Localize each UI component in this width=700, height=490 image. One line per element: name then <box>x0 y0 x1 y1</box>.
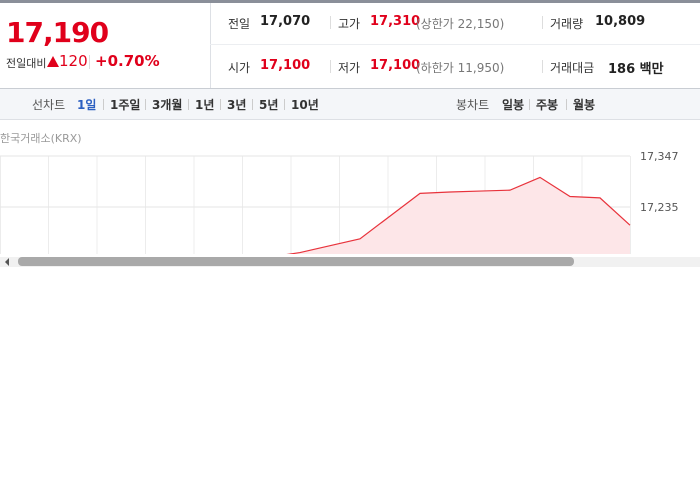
period-tab[interactable]: 1년 <box>195 98 215 112</box>
change-label: 전일대비 <box>6 57 47 70</box>
stat-value: 186 백만 <box>608 62 664 77</box>
period-tab[interactable]: 10년 <box>291 98 319 112</box>
separator <box>188 99 189 110</box>
separator <box>566 99 567 110</box>
stat-value: 17,100 <box>370 58 421 73</box>
stat-value: 17,070 <box>260 14 311 29</box>
period-tab[interactable]: 3개월 <box>152 98 183 112</box>
separator <box>330 16 331 29</box>
scrollbar-thumb[interactable] <box>18 257 574 266</box>
stat-note: (상한가 22,150) <box>416 17 505 31</box>
candle-tab[interactable]: 주봉 <box>536 98 559 112</box>
toolbar <box>0 88 700 120</box>
separator <box>542 60 543 73</box>
period-tab[interactable]: 5년 <box>259 98 279 112</box>
stat-label: 저가 <box>338 61 361 75</box>
source: 한국거래소(KRX) <box>0 132 82 145</box>
chart: 17,347 17,235 <box>0 150 700 267</box>
top-border <box>0 0 700 3</box>
stat-label: 거래대금 <box>550 61 595 75</box>
stat-label: 고가 <box>338 17 361 31</box>
separator <box>220 99 221 110</box>
stat-label: 전일 <box>228 17 251 31</box>
scroll-left[interactable] <box>5 258 9 266</box>
line-chart-label: 선차트 <box>32 98 66 112</box>
separator <box>330 60 331 73</box>
stat-label: 거래량 <box>550 17 584 31</box>
y-tick-label: 17,235 <box>640 201 679 214</box>
divider <box>210 44 700 45</box>
separator <box>89 55 90 69</box>
separator <box>284 99 285 110</box>
period-tab[interactable]: 1일 <box>77 98 97 112</box>
change: 120 <box>59 52 88 70</box>
period-tab[interactable]: 1주일 <box>110 98 141 112</box>
separator <box>542 16 543 29</box>
separator <box>145 99 146 110</box>
separator <box>529 99 530 110</box>
divider <box>210 3 211 88</box>
stat-value: 17,310 <box>370 14 421 29</box>
stat-note: (하한가 11,950) <box>416 61 505 75</box>
y-tick-label: 17,347 <box>640 150 679 163</box>
price: 17,190 <box>6 16 109 49</box>
candle-chart-label: 봉차트 <box>456 98 490 112</box>
stat-value: 17,100 <box>260 58 311 73</box>
stat-value: 10,809 <box>595 14 646 29</box>
separator <box>252 99 253 110</box>
candle-tab[interactable]: 월봉 <box>573 98 596 112</box>
separator <box>103 99 104 110</box>
candle-tab[interactable]: 일봉 <box>502 98 525 112</box>
stat-label: 시가 <box>228 61 251 75</box>
up-icon <box>47 56 59 67</box>
area <box>290 177 630 254</box>
change-pct: +0.70% <box>95 52 160 70</box>
price-line <box>286 176 631 254</box>
period-tab[interactable]: 3년 <box>227 98 247 112</box>
